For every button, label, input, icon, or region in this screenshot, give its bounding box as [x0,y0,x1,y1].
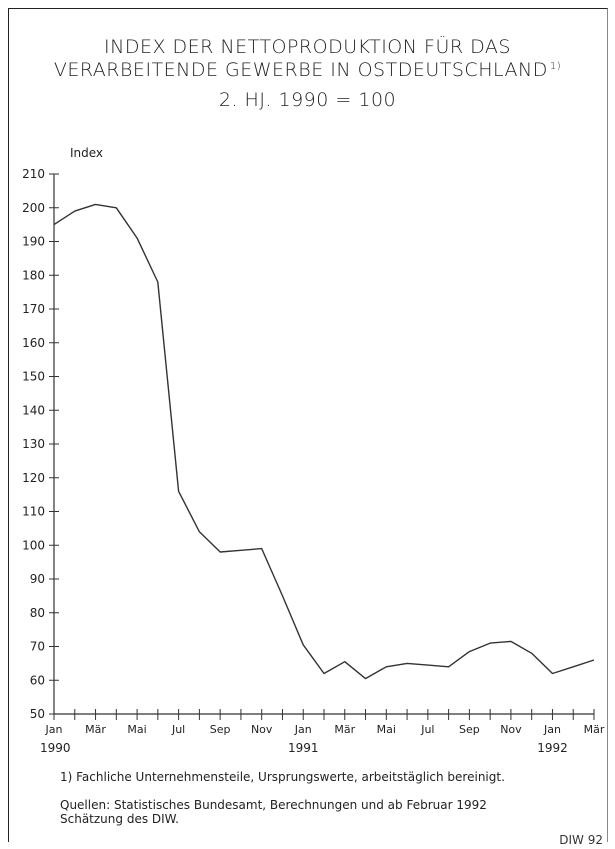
sources-line-1: Quellen: Statistisches Bundesamt, Berech… [60,798,487,812]
x-tick-label: Sep [210,723,231,736]
y-tick-label: 80 [30,606,45,620]
line-chart: 50 60 70 80 90 100 110 120 130 140 150 160 170 180 190… [22,146,605,755]
y-tick-label: 60 [30,673,45,687]
x-year-label: 1991 [288,741,319,755]
y-tick-label: 110 [22,505,45,519]
y-tick-label: 120 [22,471,45,485]
chart-subtitle: 2. HJ. 1990 = 100 [218,89,397,111]
y-tick-label: 180 [22,268,45,282]
credit-label: DIW 92 [559,833,603,847]
title-footnote-mark: 1) [549,60,562,72]
y-tick-label: 70 [30,640,45,654]
y-tick-label: 210 [22,167,45,181]
y-axis-label: Index [70,146,103,160]
y-tick-label: 200 [22,201,45,215]
y-tick-label: 190 [22,235,45,249]
footnote-1: 1) Fachliche Unternehmensteile, Ursprung… [60,770,505,784]
series-line [53,203,595,680]
y-tick-label: 140 [22,403,45,417]
x-tick-label: Mär [584,723,605,736]
sources-line-2: Schätzung des DIW. [60,812,179,826]
y-tick-label: 160 [22,336,45,350]
x-tick-label: Mär [85,723,106,736]
x-tick-label: Jan [543,723,561,736]
y-tick-label: 50 [30,707,45,721]
y-tick-label: 100 [22,538,45,552]
chart-title-line1: INDEX DER NETTOPRODUKTION FÜR DAS [104,36,511,58]
x-tick-label: Nov [500,723,522,736]
y-tick-label: 150 [22,370,45,384]
x-year-label: 1992 [537,741,568,755]
x-tick-label: Jul [420,723,434,736]
x-tick-label: Jan [294,723,312,736]
x-tick-label: Mai [127,723,146,736]
x-tick-label: Sep [459,723,480,736]
x-tick-label: Jan [45,723,63,736]
x-tick-label: Nov [251,723,273,736]
x-tick-label: Jul [171,723,185,736]
x-year-label: 1990 [40,741,71,755]
chart-title-line2: VERARBEITENDE GEWERBE IN OSTDEUTSCHLAND 1… [53,59,562,81]
y-tick-label: 170 [22,302,45,316]
x-tick-label: Mai [377,723,396,736]
y-tick-label: 130 [22,437,45,451]
x-tick-label: Mär [334,723,355,736]
chart-frame [8,8,608,842]
y-tick-label: 90 [30,572,45,586]
